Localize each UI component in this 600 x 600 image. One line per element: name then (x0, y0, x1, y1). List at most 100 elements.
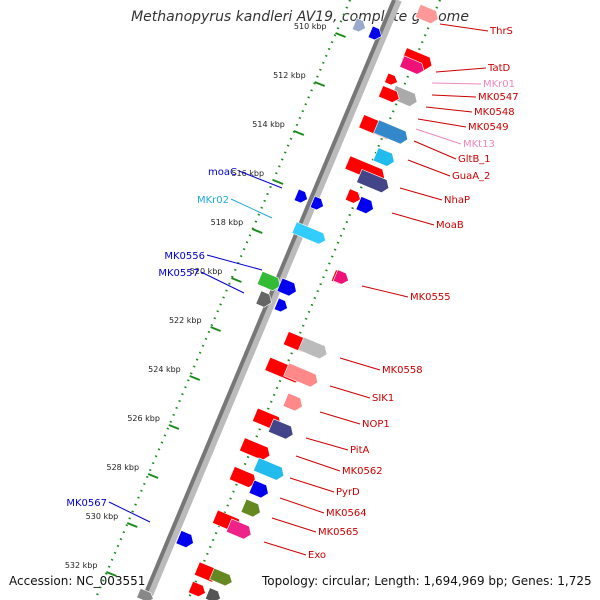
gene-label-mk0557: MK0557 (158, 268, 199, 279)
forward-gene-feature (373, 119, 409, 145)
forward-gene-feature (267, 418, 294, 440)
gene-label-mkr02: MKr02 (197, 195, 229, 206)
gene-label-exo: Exo (308, 550, 326, 561)
forward-gene-feature (225, 518, 252, 540)
kbp-tick-label: 522 kbp (169, 316, 202, 325)
right-label-leader (435, 67, 487, 73)
reverse-gene-feature (351, 17, 366, 33)
right-label-leader (319, 411, 361, 425)
kbp-tick-label: 524 kbp (148, 365, 181, 374)
right-label-leader (391, 212, 435, 226)
right-label-leader (271, 517, 317, 533)
gene-label-tatd: TatD (487, 63, 511, 74)
left-label-leader (238, 170, 283, 189)
gene-label-sik1: SIK1 (372, 393, 394, 404)
right-label-leader (339, 357, 381, 371)
forward-gene-feature (399, 55, 425, 75)
kbp-tick-label: 532 kbp (65, 561, 98, 570)
right-label-leader (417, 118, 467, 128)
right-label-leader (295, 455, 341, 472)
forward-gene-feature (282, 392, 303, 412)
kbp-tick-mark (189, 375, 201, 381)
gene-label-mk0548: MK0548 (474, 107, 515, 118)
gene-label-mk0565: MK0565 (318, 527, 359, 538)
kbp-tick-mark (335, 32, 346, 38)
reverse-gene-feature (276, 277, 297, 297)
gene-label-nhap: NhaP (444, 195, 470, 206)
right-label-leader (415, 128, 462, 145)
forward-gene-feature (332, 269, 349, 285)
kbp-tick-mark (272, 179, 284, 185)
kbp-tick-mark (210, 326, 221, 332)
reverse-gene-feature (255, 290, 272, 308)
forward-gene-feature (344, 188, 361, 204)
kbp-tick-label: 516 kbp (231, 169, 264, 178)
gene-label-gltb_1: GltB_1 (458, 154, 491, 165)
kbp-tick-mark (147, 473, 159, 479)
kbp-tick-label: 514 kbp (252, 120, 285, 129)
genome-summary-text: Topology: circular; Length: 1,694,969 bp… (262, 574, 592, 588)
gene-label-mkr01: MKr01 (483, 79, 515, 90)
kbp-tick-label: 520 kbp (190, 267, 223, 276)
outer-dotted-guide (93, 0, 352, 600)
kbp-tick-label: 510 kbp (294, 22, 327, 31)
kbp-tick-mark (126, 522, 138, 528)
forward-gene-feature (187, 580, 206, 598)
right-label-leader (305, 437, 349, 451)
gene-label-mkt13: MKt13 (463, 139, 495, 150)
gene-label-mk0567: MK0567 (66, 498, 107, 509)
forward-gene-feature (384, 72, 398, 86)
backbone-shadow (143, 0, 402, 600)
kbp-tick-label: 526 kbp (127, 414, 160, 423)
forward-gene-feature (253, 457, 285, 481)
gene-label-moac: moaC (208, 167, 237, 178)
right-label-leader (279, 497, 325, 514)
forward-gene-feature (401, 47, 433, 71)
reverse-gene-feature (256, 270, 281, 292)
forward-gene-feature (248, 479, 269, 499)
left-label-leader (108, 501, 151, 523)
forward-gene-feature (356, 168, 390, 194)
reverse-gene-feature (367, 25, 382, 41)
right-label-leader (399, 187, 443, 201)
gene-label-pyrd: PyrD (336, 487, 360, 498)
right-label-leader (263, 541, 307, 556)
gene-label-mk0555: MK0555 (410, 292, 451, 303)
left-label-leader (230, 198, 273, 219)
forward-gene-feature (372, 147, 395, 167)
reverse-gene-feature (273, 297, 288, 313)
forward-gene-feature (209, 567, 233, 587)
gene-label-mk0547: MK0547 (478, 92, 519, 103)
gene-label-mk0564: MK0564 (326, 508, 367, 519)
left-label-leader (206, 254, 263, 271)
right-label-leader (413, 140, 457, 160)
right-label-leader (439, 23, 489, 32)
forward-gene-feature (240, 498, 261, 518)
reverse-gene-feature (291, 221, 327, 245)
kbp-tick-label: 530 kbp (86, 512, 119, 521)
gene-label-mk0549: MK0549 (468, 122, 509, 133)
kbp-tick-mark (293, 130, 305, 136)
reverse-gene-feature (293, 188, 308, 204)
right-label-leader (329, 385, 371, 399)
forward-gene-feature (204, 587, 221, 600)
forward-gene-feature (283, 362, 319, 388)
left-label-leader (200, 271, 245, 294)
right-label-leader (425, 106, 473, 113)
kbp-tick-mark (231, 277, 242, 283)
gene-label-moab: MoaB (436, 220, 464, 231)
gene-label-pita: PitA (350, 445, 370, 456)
kbp-tick-label: 512 kbp (273, 71, 306, 80)
forward-gene-feature (297, 336, 328, 360)
right-label-leader (431, 82, 482, 85)
kbp-tick-mark (168, 424, 180, 430)
forward-gene-feature (378, 85, 400, 103)
kbp-tick-mark (106, 571, 117, 577)
right-label-leader (407, 159, 451, 177)
gene-label-nop1: NOP1 (362, 419, 390, 430)
right-label-leader (361, 285, 409, 298)
accession-text: Accession: NC_003551 (9, 574, 146, 588)
forward-gene-feature (239, 437, 271, 461)
